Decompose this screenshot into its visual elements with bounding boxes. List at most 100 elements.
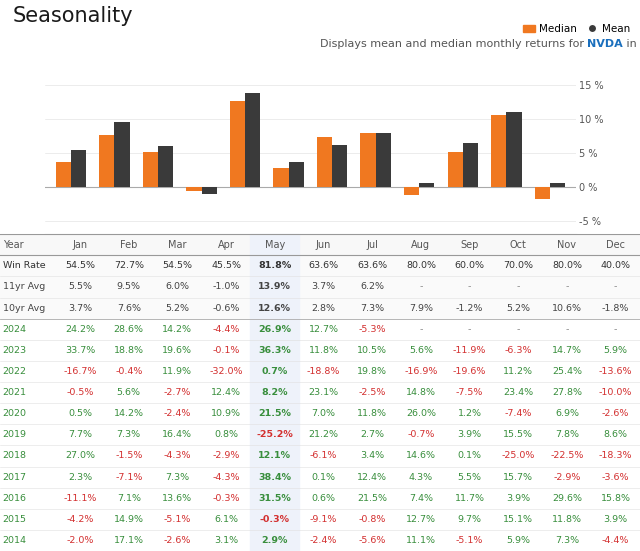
Text: 2020: 2020	[3, 409, 27, 418]
Text: -5.1%: -5.1%	[456, 536, 483, 545]
Bar	[250, 298, 299, 318]
Text: -18.3%: -18.3%	[599, 451, 632, 461]
Text: -1.5%: -1.5%	[115, 451, 143, 461]
Text: -4.3%: -4.3%	[164, 451, 191, 461]
Text: -: -	[516, 283, 520, 291]
Text: 81.8%: 81.8%	[258, 261, 291, 271]
Text: 11.8%: 11.8%	[552, 515, 582, 524]
Text: -6.1%: -6.1%	[310, 451, 337, 461]
Text: Displays mean and median monthly returns for: Displays mean and median monthly returns…	[320, 39, 588, 48]
Bar	[289, 161, 304, 187]
Text: -2.7%: -2.7%	[164, 388, 191, 397]
Text: Sep: Sep	[460, 240, 479, 250]
Text: -0.3%: -0.3%	[260, 515, 290, 524]
Text: -: -	[468, 325, 471, 334]
Bar	[202, 187, 217, 193]
Text: 6.1%: 6.1%	[214, 515, 238, 524]
Text: 27.8%: 27.8%	[552, 388, 582, 397]
Text: 18.8%: 18.8%	[114, 346, 144, 355]
Text: 26.9%: 26.9%	[259, 325, 291, 334]
Text: 2.8%: 2.8%	[312, 304, 335, 312]
Text: 9.5%: 9.5%	[116, 283, 141, 291]
Text: 2.9%: 2.9%	[262, 536, 288, 545]
Bar	[115, 122, 130, 187]
Text: -2.6%: -2.6%	[602, 409, 629, 418]
Bar	[250, 318, 299, 340]
Bar	[0, 234, 640, 255]
Text: 2015: 2015	[3, 515, 27, 524]
Bar	[273, 168, 289, 187]
Text: 1.2%: 1.2%	[458, 409, 481, 418]
Text: -0.8%: -0.8%	[358, 515, 386, 524]
Text: 54.5%: 54.5%	[65, 261, 95, 271]
Text: Apr: Apr	[218, 240, 234, 250]
Text: -2.4%: -2.4%	[164, 409, 191, 418]
Text: 36.3%: 36.3%	[259, 346, 291, 355]
Text: -0.6%: -0.6%	[212, 304, 240, 312]
Text: 2014: 2014	[3, 536, 27, 545]
Text: -5.1%: -5.1%	[164, 515, 191, 524]
Text: -4.2%: -4.2%	[67, 515, 93, 524]
Text: Jan: Jan	[72, 240, 88, 250]
Text: 2016: 2016	[3, 494, 27, 503]
Text: 14.6%: 14.6%	[406, 451, 436, 461]
Text: -7.5%: -7.5%	[456, 388, 483, 397]
Text: 12.7%: 12.7%	[308, 325, 339, 334]
Text: 11.8%: 11.8%	[357, 409, 387, 418]
Bar	[506, 112, 522, 187]
Bar	[0, 445, 640, 467]
Text: 15.8%: 15.8%	[601, 494, 630, 503]
Text: 45.5%: 45.5%	[211, 261, 241, 271]
Text: Jul: Jul	[366, 240, 378, 250]
Text: 5.2%: 5.2%	[506, 304, 531, 312]
Text: 13.6%: 13.6%	[163, 494, 193, 503]
Text: Seasonality: Seasonality	[13, 6, 133, 25]
Bar	[360, 133, 376, 187]
Bar	[250, 277, 299, 298]
Text: -32.0%: -32.0%	[209, 367, 243, 376]
Text: -7.1%: -7.1%	[115, 473, 143, 482]
Text: 9.7%: 9.7%	[458, 515, 481, 524]
Text: -2.5%: -2.5%	[358, 388, 386, 397]
Text: -9.1%: -9.1%	[310, 515, 337, 524]
Bar	[250, 509, 299, 530]
Text: 15.7%: 15.7%	[503, 473, 533, 482]
Text: 12.7%: 12.7%	[406, 515, 436, 524]
Text: 14.2%: 14.2%	[114, 409, 144, 418]
Text: 6.9%: 6.9%	[555, 409, 579, 418]
Text: 7.4%: 7.4%	[409, 494, 433, 503]
Bar	[158, 146, 173, 187]
Text: 3.9%: 3.9%	[506, 494, 531, 503]
Text: 7.6%: 7.6%	[116, 304, 141, 312]
Text: 29.6%: 29.6%	[552, 494, 582, 503]
Text: 2022: 2022	[3, 367, 27, 376]
Text: -4.4%: -4.4%	[212, 325, 240, 334]
Text: 5.2%: 5.2%	[165, 304, 189, 312]
Bar	[0, 382, 640, 403]
Bar	[419, 183, 435, 187]
Text: 8.6%: 8.6%	[604, 430, 628, 439]
Bar	[317, 137, 332, 187]
Text: 0.8%: 0.8%	[214, 430, 238, 439]
Text: -18.8%: -18.8%	[307, 367, 340, 376]
Text: 60.0%: 60.0%	[454, 261, 484, 271]
Bar	[250, 424, 299, 445]
Text: -16.9%: -16.9%	[404, 367, 438, 376]
Text: 5.6%: 5.6%	[409, 346, 433, 355]
Text: 17.1%: 17.1%	[114, 536, 144, 545]
Text: -2.4%: -2.4%	[310, 536, 337, 545]
Text: 54.5%: 54.5%	[163, 261, 193, 271]
Text: -1.2%: -1.2%	[456, 304, 483, 312]
Text: -0.7%: -0.7%	[407, 430, 435, 439]
Text: 21.2%: 21.2%	[308, 430, 339, 439]
Text: -7.4%: -7.4%	[504, 409, 532, 418]
Text: 2018: 2018	[3, 451, 27, 461]
Text: 3.9%: 3.9%	[458, 430, 482, 439]
Bar	[0, 467, 640, 488]
Text: -2.0%: -2.0%	[67, 536, 93, 545]
Text: -13.6%: -13.6%	[599, 367, 632, 376]
Text: 38.4%: 38.4%	[259, 473, 291, 482]
Bar	[143, 152, 158, 187]
Text: 0.7%: 0.7%	[262, 367, 288, 376]
Text: 6.2%: 6.2%	[360, 283, 384, 291]
